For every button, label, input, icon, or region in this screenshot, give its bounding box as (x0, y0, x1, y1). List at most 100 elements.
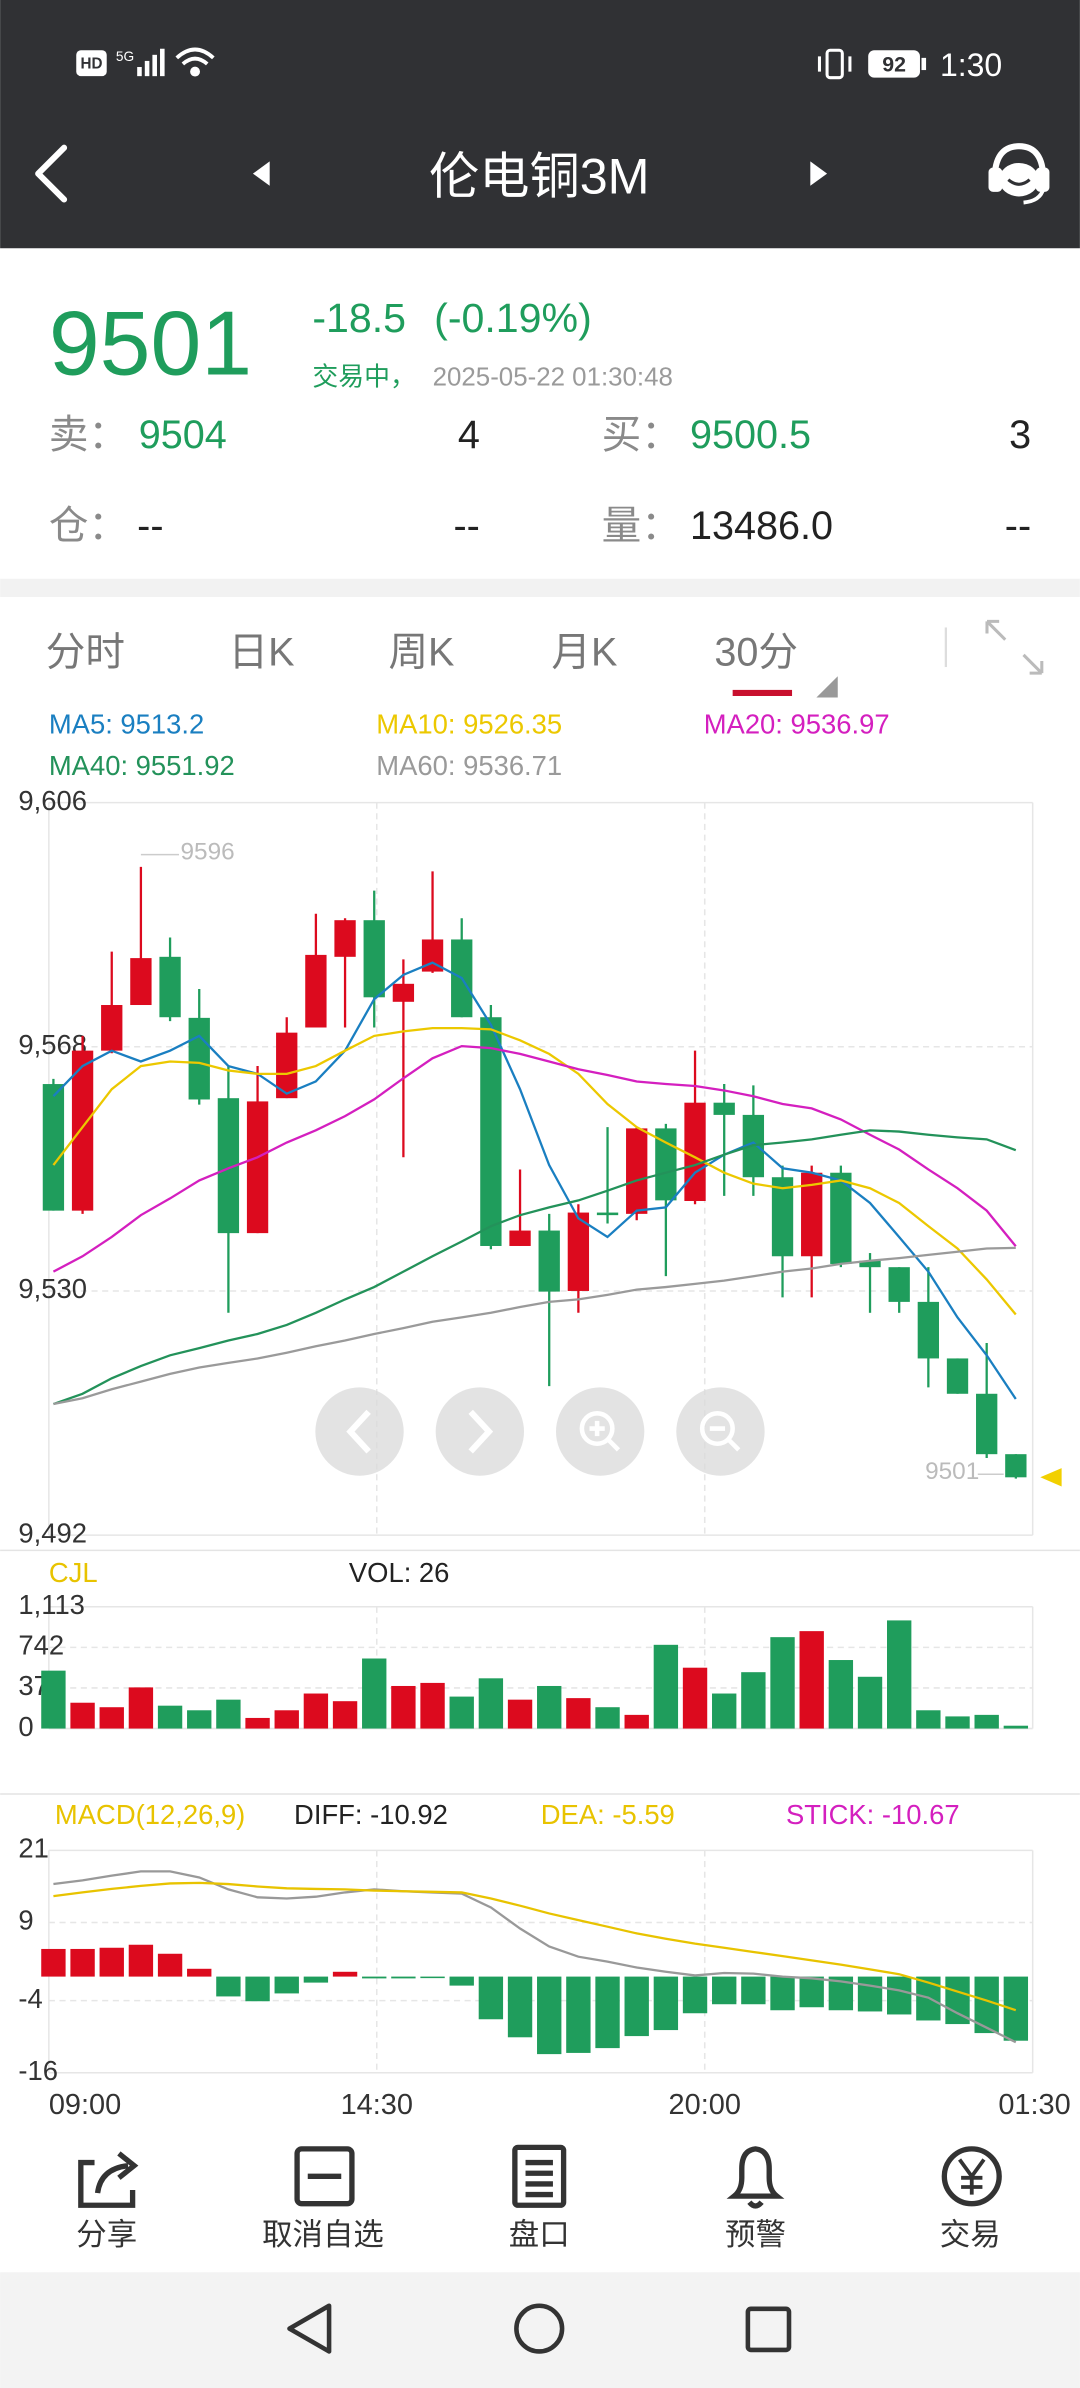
volume-bar (187, 1710, 212, 1729)
toolbar-icons (78, 2144, 1002, 2209)
system-nav (0, 2272, 1080, 2388)
candle-body (771, 1177, 794, 1257)
macd-bar (566, 1976, 591, 2053)
legend-entry: DEA: -5.59 (541, 1799, 675, 1830)
fullscreen-button[interactable] (985, 619, 1044, 675)
wifi-icon (175, 47, 215, 77)
alert-icon[interactable] (726, 2146, 785, 2209)
toolbar-label[interactable]: 交易 (940, 2218, 1001, 2252)
tabs: 分时 日K 周K 月K 30分 (46, 631, 798, 675)
toolbar (0, 2129, 1080, 2273)
candle-body (101, 1005, 123, 1051)
tab-dropdown[interactable] (816, 676, 838, 698)
nav-home[interactable] (514, 2303, 565, 2354)
macd-bar (99, 1947, 124, 1977)
x-tick-label: 20:00 (669, 2089, 741, 2121)
legend-entry: DIFF: -10.92 (294, 1799, 448, 1830)
volume-bar (537, 1685, 562, 1729)
volume-bar (274, 1710, 299, 1729)
volume-bar (828, 1660, 854, 1729)
candle-body (130, 958, 152, 1006)
volume-bar (449, 1696, 474, 1729)
share-icon[interactable] (78, 2151, 139, 2208)
trade-icon[interactable] (941, 2146, 1002, 2207)
y-tick-label: -4 (18, 1983, 42, 2014)
macd-bar (216, 1976, 241, 1997)
volume-label: 量： (602, 504, 681, 548)
header-bar (0, 0, 1080, 249)
toolbar-label[interactable]: 预警 (725, 2218, 786, 2252)
macd-bar (857, 1976, 883, 2012)
candle-body (42, 1084, 65, 1211)
toolbar-label[interactable]: 分享 (76, 2218, 137, 2252)
candle-body (830, 1172, 852, 1264)
zoom-out-button[interactable] (676, 1387, 765, 1476)
network-text: 5G (116, 49, 134, 64)
candle-body (217, 1098, 240, 1234)
nav-back[interactable] (287, 2303, 332, 2354)
chart-controls (315, 1387, 765, 1476)
prev-button[interactable] (252, 161, 270, 186)
volume-change: -- (1005, 504, 1031, 548)
macd-bar (420, 1976, 445, 1979)
vibrate-icon (817, 48, 852, 80)
candle-body (596, 1212, 619, 1216)
orderbook-icon[interactable] (512, 2144, 567, 2208)
last-price: 9501 (49, 293, 252, 395)
tab[interactable]: 周K (388, 631, 454, 675)
volume-bar (478, 1678, 504, 1729)
back-button[interactable] (35, 144, 68, 203)
hd-text: HD (80, 56, 102, 73)
battery-cap (921, 57, 927, 71)
toolbar-label[interactable]: 盘口 (509, 2218, 570, 2252)
volume-bar (857, 1676, 883, 1729)
y-tick-label: -16 (18, 2055, 58, 2086)
toolbar-label[interactable]: 取消自选 (262, 2218, 384, 2252)
volume-bar (99, 1707, 124, 1729)
scroll-right-button[interactable] (435, 1387, 525, 1476)
tab[interactable]: 分时 (46, 631, 125, 675)
nav-recents[interactable] (745, 2306, 792, 2353)
tab-indicator (732, 689, 793, 696)
position-change: -- (453, 504, 479, 548)
tab-active[interactable]: 30分 (714, 631, 798, 675)
macd-line (53, 1870, 1017, 2044)
unfollow-icon[interactable] (294, 2146, 355, 2207)
macd-bar (449, 1976, 474, 1986)
tab[interactable]: 日K (229, 631, 295, 675)
candle-body (363, 920, 385, 998)
candle-body (276, 1032, 298, 1099)
next-button[interactable] (810, 161, 828, 186)
buy-label: 买： (602, 413, 681, 457)
ma-line (52, 1027, 1017, 1316)
x-tick-label: 01:30 (998, 2089, 1070, 2121)
service-button[interactable] (988, 143, 1050, 205)
volume-bar (507, 1699, 533, 1729)
volume-bar (595, 1707, 620, 1729)
tab[interactable]: 月K (551, 631, 617, 675)
legend-entry: STICK: -10.67 (786, 1799, 960, 1830)
separator (0, 578, 1080, 597)
macd-bar (653, 1976, 679, 2031)
volume-bar (1003, 1725, 1029, 1729)
macd-bar (887, 1976, 912, 2015)
legend-entry: MA20: 9536.97 (704, 709, 890, 740)
macd-bar (770, 1976, 795, 2011)
volume-bar (916, 1710, 941, 1729)
y-tick-label: 0 (18, 1711, 33, 1742)
volume-bar (887, 1620, 912, 1729)
candle-body (188, 1017, 210, 1100)
volume-bar (624, 1714, 649, 1729)
sell-label: 卖： (49, 413, 128, 457)
zoom-in-button[interactable] (555, 1387, 645, 1476)
volume-bar (41, 1670, 66, 1729)
scroll-left-button[interactable] (315, 1387, 404, 1476)
candle-body (801, 1172, 823, 1257)
candle-body (917, 1301, 940, 1359)
macd-bar (303, 1976, 329, 1983)
volume-bar (157, 1705, 183, 1729)
position-value: -- (137, 504, 163, 548)
volume-bar (128, 1687, 154, 1729)
battery-text: 92 (882, 53, 906, 77)
price-change: -18.5 (312, 295, 406, 341)
